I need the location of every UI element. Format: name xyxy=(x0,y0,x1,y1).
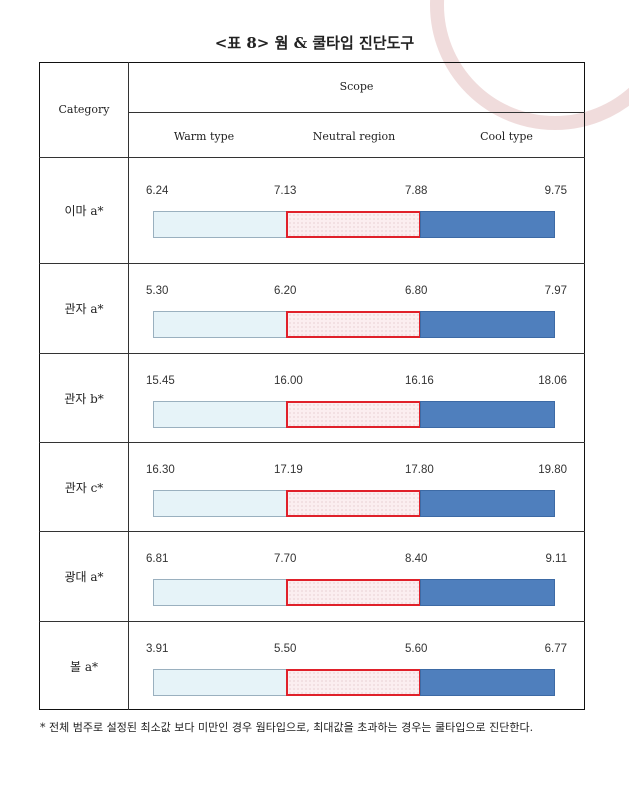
cool-segment xyxy=(420,669,555,696)
neutral-segment xyxy=(286,401,421,428)
threshold-value: 8.40 xyxy=(405,553,428,565)
threshold-value: 17.80 xyxy=(405,464,434,476)
warm-segment xyxy=(153,311,287,338)
threshold-value: 9.75 xyxy=(544,185,567,197)
rule xyxy=(39,263,585,264)
header-scope: Scope xyxy=(339,80,374,93)
threshold-value: 18.06 xyxy=(538,375,567,387)
neutral-segment xyxy=(286,490,421,517)
header-column: Warm type xyxy=(173,130,235,143)
header-column: Cool type xyxy=(480,130,533,143)
neutral-segment xyxy=(286,311,421,338)
threshold-value: 6.77 xyxy=(544,643,567,655)
rule xyxy=(39,531,585,532)
table-frame xyxy=(39,62,585,710)
threshold-value: 17.19 xyxy=(274,464,303,476)
warm-segment xyxy=(153,579,287,606)
rule xyxy=(39,442,585,443)
neutral-segment xyxy=(286,579,421,606)
threshold-value: 7.70 xyxy=(274,553,297,565)
threshold-value: 16.00 xyxy=(274,375,303,387)
warm-segment xyxy=(153,669,287,696)
table-title: <표 8> 웜 & 쿨타입 진단도구 xyxy=(214,34,415,52)
threshold-value: 19.80 xyxy=(538,464,567,476)
footnote: * 전체 범주로 설정된 최소값 보다 미만인 경우 웜타입으로, 최대값을 초… xyxy=(40,721,534,734)
row-label: 관자 c* xyxy=(64,480,104,495)
threshold-value: 6.20 xyxy=(274,285,297,297)
cool-segment xyxy=(420,211,555,238)
row-label: 관자 b* xyxy=(64,391,104,406)
neutral-segment xyxy=(286,669,421,696)
row-label: 이마 a* xyxy=(64,204,104,218)
warm-segment xyxy=(153,490,287,517)
threshold-value: 16.30 xyxy=(146,464,175,476)
threshold-value: 16.16 xyxy=(405,375,434,387)
header-column: Neutral region xyxy=(312,130,396,143)
warm-segment xyxy=(153,401,287,428)
rule xyxy=(39,157,585,158)
rule xyxy=(39,353,585,354)
cool-segment xyxy=(420,311,555,338)
threshold-value: 5.30 xyxy=(146,285,169,297)
rule xyxy=(128,112,585,113)
rule xyxy=(128,62,129,710)
threshold-value: 5.50 xyxy=(274,643,297,655)
cool-segment xyxy=(420,401,555,428)
cool-segment xyxy=(420,579,555,606)
threshold-value: 7.88 xyxy=(405,185,428,197)
threshold-value: 5.60 xyxy=(405,643,428,655)
threshold-value: 6.81 xyxy=(146,553,169,565)
threshold-value: 7.97 xyxy=(544,285,567,297)
row-label: 관자 a* xyxy=(64,302,104,316)
threshold-value: 7.13 xyxy=(274,185,297,197)
threshold-value: 15.45 xyxy=(146,375,175,387)
threshold-value: 9.11 xyxy=(545,553,567,565)
cool-segment xyxy=(420,490,555,517)
threshold-value: 6.24 xyxy=(146,185,169,197)
rule xyxy=(39,621,585,622)
warm-segment xyxy=(153,211,287,238)
row-label: 볼 a* xyxy=(69,659,98,674)
threshold-value: 3.91 xyxy=(146,643,169,655)
row-label: 광대 a* xyxy=(64,570,104,584)
neutral-segment xyxy=(286,211,421,238)
threshold-value: 6.80 xyxy=(405,285,428,297)
header-category: Category xyxy=(58,103,110,116)
